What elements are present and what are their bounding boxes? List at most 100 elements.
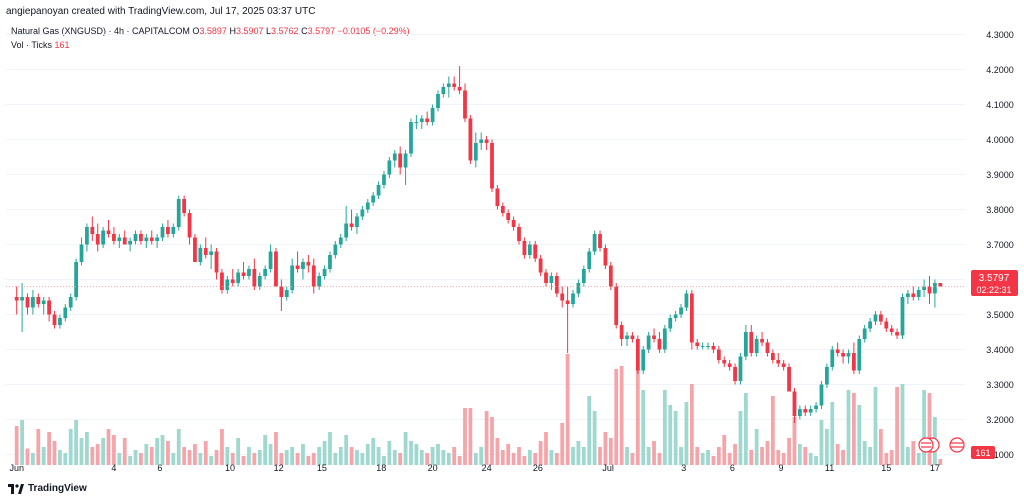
volume-label[interactable]: Vol · Ticks (11, 40, 53, 50)
volume-bar (511, 453, 516, 465)
candle-body (14, 297, 19, 301)
candle-body (517, 227, 521, 241)
volume-bar (900, 384, 905, 465)
volume-bar (376, 447, 381, 465)
candle-body (144, 237, 149, 241)
candle-body (176, 199, 181, 227)
candle-body (403, 153, 408, 168)
candle-body (581, 269, 586, 283)
volume-bar (630, 453, 635, 465)
candle-body (419, 118, 424, 122)
volume-bar (706, 450, 710, 465)
candle-body (252, 269, 257, 287)
tradingview-footer[interactable]: TradingView (8, 483, 87, 494)
price-tag-value: 3.5797 (979, 273, 1010, 284)
candles (14, 66, 943, 423)
volume-bar (760, 447, 764, 465)
candle-body (68, 297, 73, 308)
x-tick-label: 11 (825, 463, 834, 473)
volume-bar (149, 447, 154, 465)
volume-bar (776, 450, 781, 465)
x-tick-label: 26 (533, 463, 543, 473)
y-tick-label: 3.3000 (986, 380, 1014, 390)
candle-body (117, 237, 122, 241)
candle-body (133, 234, 138, 241)
volume-bar (490, 417, 494, 465)
volume-bar (803, 447, 808, 465)
volume-bar (182, 447, 187, 465)
volume-bar (814, 456, 818, 465)
candle-body (695, 342, 700, 346)
volume-bar (58, 450, 62, 465)
candle-body (106, 230, 111, 234)
volume-bar (133, 450, 138, 465)
price-chart[interactable]: 4.3000 4.2000 4.1000 4.0000 3.9000 3.8000 3.70… (0, 0, 1024, 480)
x-tick-label: Jul (602, 463, 614, 473)
volume-bar (333, 453, 338, 465)
candle-body (171, 227, 176, 234)
candle-body (506, 213, 511, 220)
candle-body (830, 349, 835, 367)
candle-body (446, 83, 451, 87)
candle-body (355, 216, 359, 227)
y-tick-label: 3.8000 (986, 205, 1014, 215)
candle-body (576, 283, 581, 294)
volume-bar (781, 453, 786, 465)
volume-bar (198, 453, 203, 465)
candle-body (230, 279, 235, 283)
volume-bar (171, 453, 176, 465)
volume-bar (468, 408, 473, 465)
candle-body (938, 283, 943, 287)
volume-bar (792, 417, 797, 465)
volume-bar (684, 402, 689, 465)
volume-bar (257, 450, 262, 465)
volume-bar (290, 447, 295, 465)
svg-text:161: 161 (975, 448, 990, 458)
candle-body (79, 244, 84, 262)
symbol-name[interactable]: Natural Gas (XNGUSD) · 4h · CAPITALCOM (11, 26, 190, 36)
candle-body (668, 318, 673, 329)
volume-bar (409, 441, 413, 465)
volume-bar (500, 450, 505, 465)
volume-bar (641, 390, 646, 465)
candle-body (911, 293, 916, 297)
volume-bar (365, 444, 370, 465)
change-value: −0.0105 (−0.29%) (337, 26, 410, 36)
tradingview-logo-icon (8, 483, 24, 494)
volume-bar (95, 444, 100, 465)
candle-body (646, 335, 651, 350)
volume-value: 161 (54, 40, 70, 50)
volume-bar (139, 453, 143, 465)
us-flag-icon[interactable] (918, 437, 940, 453)
candle-body (236, 272, 241, 283)
candle-body (598, 234, 602, 248)
candle-body (819, 384, 824, 406)
volume-bar (841, 450, 845, 465)
volume-bar (274, 432, 278, 465)
candle-body (344, 223, 349, 238)
candle-body (63, 307, 68, 318)
x-tick-label: 12 (274, 463, 284, 473)
candle-body (544, 272, 548, 283)
volume-bar (727, 453, 732, 465)
volume-bar (495, 438, 500, 465)
us-flag-icon[interactable] (949, 437, 965, 453)
candle-body (95, 234, 100, 245)
candle-body (765, 342, 770, 353)
candle-body (527, 244, 532, 255)
candle-body (835, 349, 840, 353)
candle-body (392, 153, 397, 161)
candle-body (241, 272, 246, 276)
volume-bar (452, 447, 457, 465)
candle-body (862, 328, 867, 339)
volume-bar (463, 408, 467, 465)
candle-body (365, 202, 370, 210)
candle-body (824, 367, 829, 385)
candle-body (209, 251, 214, 255)
volume-bar (311, 453, 316, 465)
volume-bar (403, 432, 408, 465)
candle-body (452, 83, 457, 87)
volume-bar (889, 450, 894, 465)
candle-body (889, 328, 894, 332)
volume-bar (41, 447, 46, 465)
